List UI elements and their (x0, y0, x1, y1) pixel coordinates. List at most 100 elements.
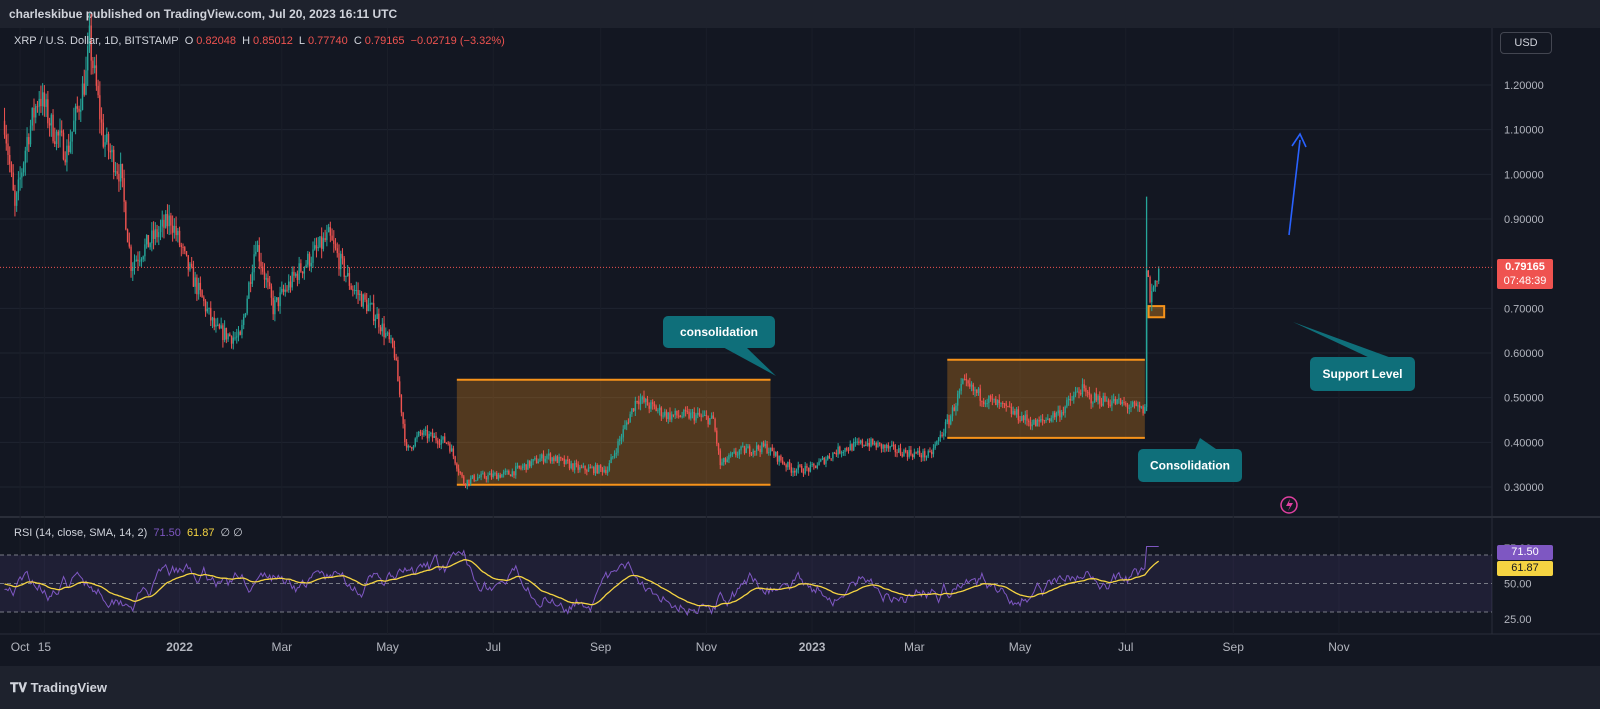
candle-body (216, 324, 219, 326)
candle-body (1112, 398, 1115, 402)
consolidation-callout-2: Consolidation (1138, 438, 1242, 482)
candle-body (768, 452, 770, 454)
candle-body (371, 303, 373, 305)
price-chart[interactable]: 1.20000 1.10000 1.00000 0.90000 0.70000 0.600… (0, 0, 1600, 666)
candle-body (329, 227, 332, 236)
candle-body (492, 473, 494, 478)
candle-body (114, 171, 117, 173)
candle-body (896, 452, 898, 454)
candle-body (395, 357, 397, 360)
candle-body (1119, 398, 1122, 404)
currency-button[interactable]: USD (1500, 32, 1552, 54)
candle-body (1038, 420, 1040, 422)
candle-body (204, 301, 207, 312)
rsi-sma-value: 61.87 (186, 527, 215, 539)
candle-body (1074, 391, 1077, 396)
candle-body (676, 410, 678, 416)
candle-body (145, 235, 148, 245)
rsi-tick-label: 50.00 (1504, 579, 1532, 591)
callout-pointer (1293, 322, 1389, 357)
candle-body (437, 440, 439, 444)
candle-body (242, 317, 245, 325)
candle-body (988, 396, 990, 404)
candle-body (454, 456, 456, 464)
candle-body (1104, 395, 1106, 402)
candle-body (599, 465, 602, 468)
high-value: 0.85012 (253, 35, 293, 47)
candle-body (197, 282, 200, 295)
candle-body (556, 456, 559, 463)
candle-body (794, 471, 796, 473)
price-tick-label: 1.00000 (1504, 169, 1544, 181)
candle-body (870, 438, 872, 447)
candle-body (1033, 419, 1035, 425)
candle-body (116, 171, 118, 174)
candle-body (693, 412, 695, 421)
candle-body (494, 473, 496, 475)
candle-body (807, 467, 810, 472)
candle-body (147, 235, 150, 248)
candle-body (270, 286, 273, 298)
candle-body (686, 411, 689, 413)
candle-body (906, 452, 909, 457)
candle-body (764, 443, 767, 447)
candle-body (858, 441, 860, 444)
candle-body (1031, 424, 1033, 427)
candle-body (776, 451, 779, 462)
candle-body (478, 477, 481, 479)
candle-body (749, 446, 751, 454)
candle-body (121, 163, 124, 179)
candle-body (263, 271, 266, 280)
candle-body (317, 247, 319, 249)
candle-body (970, 384, 973, 387)
candle-body (459, 471, 462, 474)
tradingview-logo[interactable]: 𝐓𝐕 TradingView (10, 680, 107, 696)
candle-body (979, 388, 981, 401)
candle-body (712, 415, 715, 419)
candle-body (762, 442, 765, 447)
candle-body (305, 264, 307, 268)
last-price-tag: 0.79165 07:48:39 (1497, 259, 1553, 289)
candle-body (1144, 406, 1146, 414)
candle-body (1088, 392, 1091, 395)
candle-body (333, 240, 335, 244)
candle-body (289, 281, 292, 288)
candle-body (516, 465, 519, 467)
symbol-name: XRP / U.S. Dollar, 1D, BITSTAMP (14, 35, 179, 47)
candle-body (154, 229, 157, 239)
candle-body (449, 443, 451, 452)
candle-body (910, 449, 912, 455)
candle-body (823, 457, 825, 464)
candle-body (190, 263, 193, 267)
candle-body (319, 236, 321, 248)
candle-body (187, 255, 189, 270)
candle-body (575, 463, 578, 465)
candle-body (88, 25, 91, 47)
candle-body (402, 412, 404, 424)
candle-body (314, 245, 316, 250)
candle-body (223, 327, 226, 341)
candle-body (925, 456, 928, 458)
candle-body (827, 456, 829, 460)
candle-body (29, 125, 32, 145)
candle-body (625, 422, 628, 425)
candle-body (726, 459, 728, 463)
candle-body (601, 467, 604, 473)
candle-body (989, 396, 992, 399)
candle-body (1069, 398, 1072, 401)
candle-body (818, 461, 820, 466)
candle-body (608, 463, 611, 471)
candle-body (877, 442, 879, 448)
candle-body (170, 215, 172, 226)
candle-body (320, 236, 323, 249)
candle-body (958, 390, 961, 394)
candle-body (589, 467, 591, 469)
candle-body (130, 246, 132, 271)
candle-body (842, 451, 845, 453)
candle-body (731, 452, 734, 455)
candle-body (561, 458, 564, 460)
candle-body (1125, 403, 1127, 405)
candle-body (1050, 417, 1052, 422)
candle-body (249, 282, 252, 284)
candle-body (572, 463, 574, 470)
